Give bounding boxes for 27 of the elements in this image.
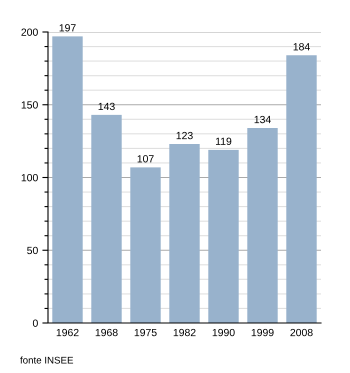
y-tick-label: 150 — [22, 101, 38, 109]
bar — [169, 144, 200, 323]
data-label: 123 — [176, 132, 193, 140]
x-tick-label: 1962 — [56, 328, 79, 336]
x-tick-label: 1982 — [174, 328, 196, 336]
y-tick-label: 0 — [32, 320, 38, 327]
y-tick-label: 100 — [22, 174, 38, 182]
y-tick-label: 50 — [27, 246, 38, 254]
bar — [130, 167, 161, 323]
source-note: fonte INSEE — [20, 356, 74, 364]
x-tick-label: 1999 — [252, 328, 274, 336]
bar — [286, 55, 317, 323]
data-label: 143 — [98, 102, 115, 110]
bar — [208, 150, 239, 323]
bar — [52, 36, 83, 323]
bar — [247, 128, 278, 323]
x-tick-label: 1990 — [212, 328, 235, 336]
x-tick-label: 1968 — [96, 328, 118, 336]
data-label: 119 — [216, 138, 232, 146]
y-tick-label: 200 — [21, 28, 38, 36]
data-label: 134 — [254, 116, 271, 124]
data-label: 184 — [294, 43, 310, 50]
data-label: 197 — [60, 24, 76, 32]
x-tick-label: 1975 — [134, 328, 157, 336]
data-label: 107 — [138, 155, 154, 162]
x-tick-label: 2008 — [290, 328, 313, 336]
bar — [91, 114, 122, 323]
